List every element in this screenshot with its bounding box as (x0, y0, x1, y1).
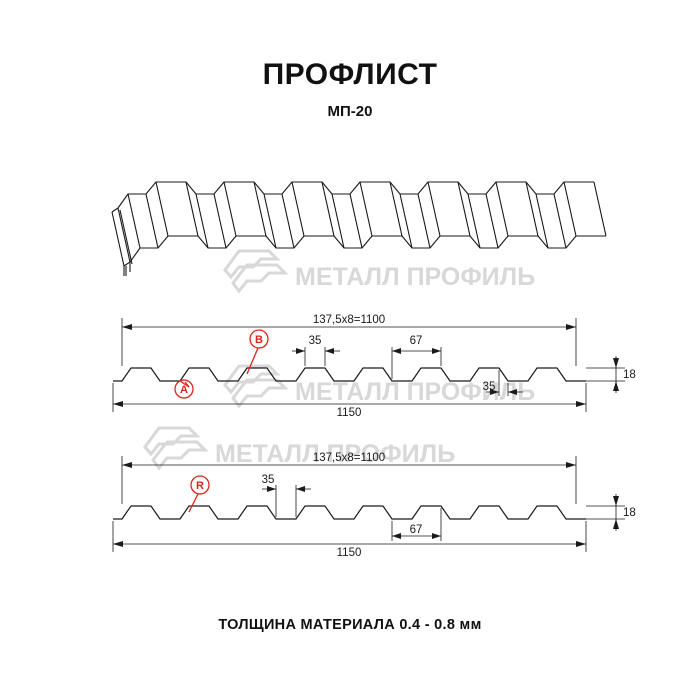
callout-r: R (188, 475, 210, 513)
dim-bottom-overall-label: 1150 (337, 547, 362, 559)
dim-bottom-overall (112, 521, 587, 552)
dim-bottom-rib-35 (262, 485, 311, 517)
callout-a-label: A (180, 384, 188, 396)
dim-top-overall-label: 1150 (337, 407, 362, 419)
page-title: ПРОФЛИСТ (262, 58, 438, 91)
watermark-iso: МЕТАЛЛ ПРОФИЛЬ (223, 249, 535, 294)
watermark-section-bottom: МЕТАЛЛ ПРОФИЛЬ (143, 426, 455, 471)
dim-top-pitch (121, 318, 577, 366)
dim-bottom-rib-67 (391, 508, 442, 541)
dim-top-pitch-label: 137,5х8=1100 (313, 314, 385, 326)
dim-top-rib-left-label: 35 (309, 335, 322, 347)
section-top-profile (113, 367, 586, 382)
dim-top-rib-right-label: 35 (483, 381, 496, 393)
dim-bottom-rib-67-label: 67 (410, 524, 423, 536)
section-bottom-profile (113, 505, 586, 520)
callout-a: A (174, 379, 194, 399)
isometric-view (111, 181, 607, 276)
watermark-text: МЕТАЛЛ ПРОФИЛЬ (295, 263, 535, 291)
dim-bottom-height-label: 18 (623, 507, 636, 519)
callout-b: B (246, 329, 269, 375)
dim-top-rib-right (486, 370, 523, 396)
dim-bottom-rib-35-label: 35 (262, 474, 275, 486)
dim-top-height (586, 356, 625, 393)
material-thickness-note: ТОЛЩИНА МАТЕРИАЛА 0.4 - 0.8 мм (218, 617, 482, 633)
dim-top-rib-67 (391, 347, 442, 379)
dim-top-rib-67-label: 67 (410, 335, 423, 347)
callout-r-label: R (196, 480, 204, 492)
callout-b-label: B (255, 334, 263, 346)
dim-top-overall (112, 383, 587, 412)
dim-bottom-pitch-label: 137,5х8=1100 (313, 452, 385, 464)
dim-top-height-label: 18 (623, 369, 636, 381)
dim-bottom-height (586, 494, 625, 531)
dim-top-rib-left (292, 347, 340, 366)
page-subtitle: МП-20 (327, 103, 373, 120)
dim-bottom-pitch (121, 456, 577, 504)
